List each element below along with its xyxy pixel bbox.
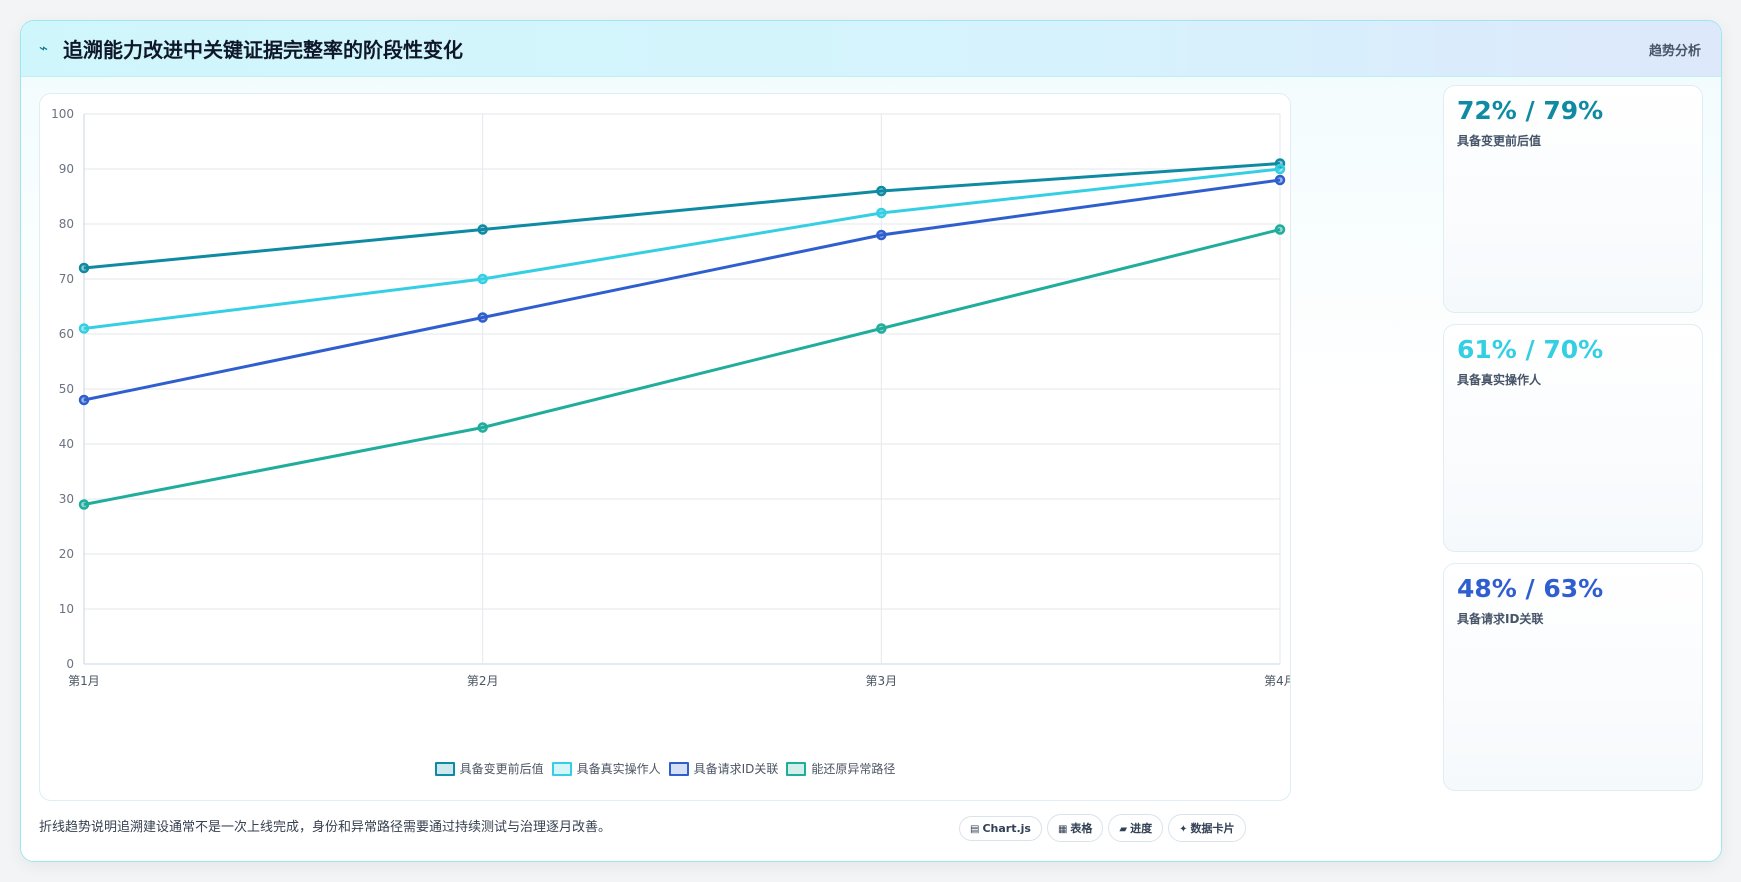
legend-swatch [786,761,807,776]
stat-value: 48% / 63% [1457,574,1604,603]
tag-pills: ▤ Chart.js ▦ 表格 ▰ 进度 ✦ 数据卡片 [959,814,1251,842]
series-line [83,178,1281,402]
progress-icon: ▰ [1119,824,1128,835]
tag-pill[interactable]: ▰ 进度 [1108,814,1164,842]
y-tick-label: 0 [66,657,74,671]
pill-label: 数据卡片 [1190,822,1235,835]
data-point [876,229,887,241]
legend-item[interactable]: 具备请求ID关联 [668,760,779,777]
trend-analysis-label: 趋势分析 [1648,44,1701,59]
data-point [78,262,90,274]
legend-swatch [668,761,689,776]
stat-card-before-after: 72% / 79% 具备变更前后值 [1443,85,1703,313]
data-point [477,422,488,433]
data-point [876,207,887,219]
legend-label: 能还原异常路径 [811,762,896,776]
x-tick-label: 第4月 [1264,674,1290,688]
legend-swatch [434,761,455,776]
footer-note: 折线趋势说明追溯建设通常不是一次上线完成，身份和异常路径需要通过持续测试与治理逐… [39,820,612,835]
legend-swatch [551,761,572,776]
sparkle-icon: ✦ [1179,824,1188,835]
lightning-icon: ⌁ [39,39,49,57]
stat-label: 具备请求ID关联 [1457,612,1544,626]
legend-item[interactable]: 具备真实操作人 [551,760,661,777]
legend-item[interactable]: 能还原异常路径 [786,760,895,777]
stat-label: 具备变更前后值 [1457,134,1542,148]
data-point [477,273,488,285]
stat-label: 具备真实操作人 [1457,373,1542,387]
data-point [477,312,488,323]
data-point [1274,224,1286,235]
tag-pill[interactable]: ✦ 数据卡片 [1168,814,1246,842]
series-line [83,228,1281,506]
legend-item[interactable]: 具备变更前后值 [434,760,544,777]
pill-label: Chart.js [982,822,1031,835]
data-point [477,224,488,235]
y-tick-label: 70 [59,272,74,286]
pill-label: 表格 [1070,822,1093,835]
report-card: ⌁ 追溯能力改进中关键证据完整率的阶段性变化 趋势分析 0 10 20 30 40 50 6… [20,20,1722,862]
data-point [876,323,887,334]
y-tick-label: 90 [59,162,74,176]
legend-label: 具备真实操作人 [576,762,661,776]
y-tick-label: 50 [59,382,74,396]
y-tick-label: 10 [59,602,74,616]
chart-legend: 具备变更前后值 具备真实操作人 具备请求ID关联 能还原异常路径 [40,760,1290,777]
stat-card-request-id: 48% / 63% 具备请求ID关联 [1443,563,1703,791]
legend-label: 具备变更前后值 [459,762,544,776]
data-point [78,323,90,334]
stat-card-operator: 61% / 70% 具备真实操作人 [1443,324,1703,552]
y-tick-label: 80 [59,217,74,231]
data-point [78,394,90,406]
y-tick-label: 100 [51,107,74,121]
x-tick-label: 第3月 [866,674,898,688]
data-point [78,499,90,510]
pill-label: 进度 [1130,822,1153,835]
y-tick-label: 30 [59,492,74,506]
data-point [876,185,887,197]
y-tick-label: 20 [59,547,74,561]
page-title: 追溯能力改进中关键证据完整率的阶段性变化 [63,38,463,62]
y-tick-label: 40 [59,437,74,451]
card-header: ⌁ 追溯能力改进中关键证据完整率的阶段性变化 趋势分析 [21,21,1721,77]
table-icon: ▦ [1057,824,1068,835]
legend-label: 具备请求ID关联 [693,762,779,776]
tag-pill[interactable]: ▤ Chart.js [959,816,1042,841]
stat-value: 72% / 79% [1457,96,1604,125]
x-tick-label: 第1月 [68,674,100,688]
y-tick-label: 60 [59,327,74,341]
stat-value: 61% / 70% [1457,335,1604,364]
chart-icon: ▤ [970,824,980,835]
data-point [1274,163,1286,175]
series-line [83,167,1281,330]
line-chart: 0 10 20 30 40 50 60 70 80 90 100 第1月 第2月 第3月 第4月 [51,107,1290,688]
tag-pill[interactable]: ▦ 表格 [1046,814,1104,842]
data-point [1274,174,1286,186]
x-tick-label: 第2月 [467,674,499,688]
chart-panel: 0 10 20 30 40 50 60 70 80 90 100 第1月 第2月 第3月 第4月 具备变更前… [39,93,1291,801]
series-line [83,162,1281,270]
